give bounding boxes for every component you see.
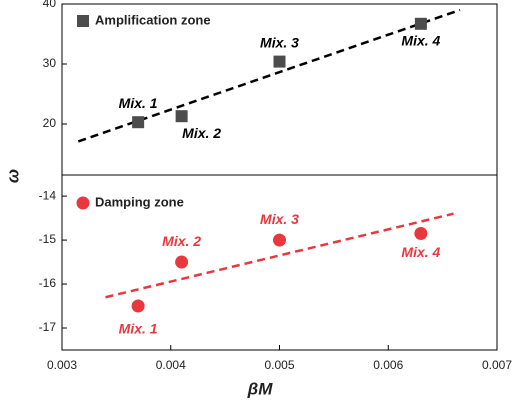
x-tick-label: 0.005	[264, 358, 294, 372]
y-tick-label: -15	[39, 232, 57, 246]
x-tick-label: 0.003	[47, 358, 77, 372]
point	[414, 226, 428, 240]
y-tick-label: -14	[39, 188, 57, 202]
x-tick-label: 0.007	[482, 358, 512, 372]
y-tick-label: 30	[43, 56, 57, 70]
point	[132, 116, 145, 129]
point	[273, 55, 286, 68]
point-label: Mix. 3	[260, 211, 299, 227]
y-tick-label: -16	[39, 276, 57, 290]
legend-marker	[77, 15, 89, 27]
legend-marker	[76, 196, 90, 210]
point-label: Mix. 4	[401, 244, 440, 260]
legend-label: Amplification zone	[95, 12, 211, 27]
point	[273, 233, 286, 247]
y-tick-label: 20	[43, 116, 57, 130]
x-tick-label: 0.006	[373, 358, 403, 372]
y-axis-label: ω	[3, 169, 22, 183]
point-label: Mix. 4	[401, 33, 440, 49]
x-axis-label: βM	[247, 379, 274, 398]
point-label: Mix. 1	[119, 95, 158, 111]
point	[131, 299, 145, 313]
point-label: Mix. 2	[182, 125, 221, 141]
x-tick-label: 0.004	[156, 358, 186, 372]
plot-frame	[61, 3, 498, 176]
point	[175, 110, 188, 123]
y-tick-label: 40	[43, 0, 57, 10]
point-label: Mix. 3	[260, 34, 299, 50]
fit-line	[105, 212, 454, 299]
point	[175, 255, 189, 269]
point-label: Mix. 2	[162, 233, 201, 249]
y-tick-label: -17	[39, 320, 57, 334]
point	[414, 17, 427, 30]
legend-label: Damping zone	[95, 194, 184, 209]
point-label: Mix. 1	[119, 321, 158, 337]
